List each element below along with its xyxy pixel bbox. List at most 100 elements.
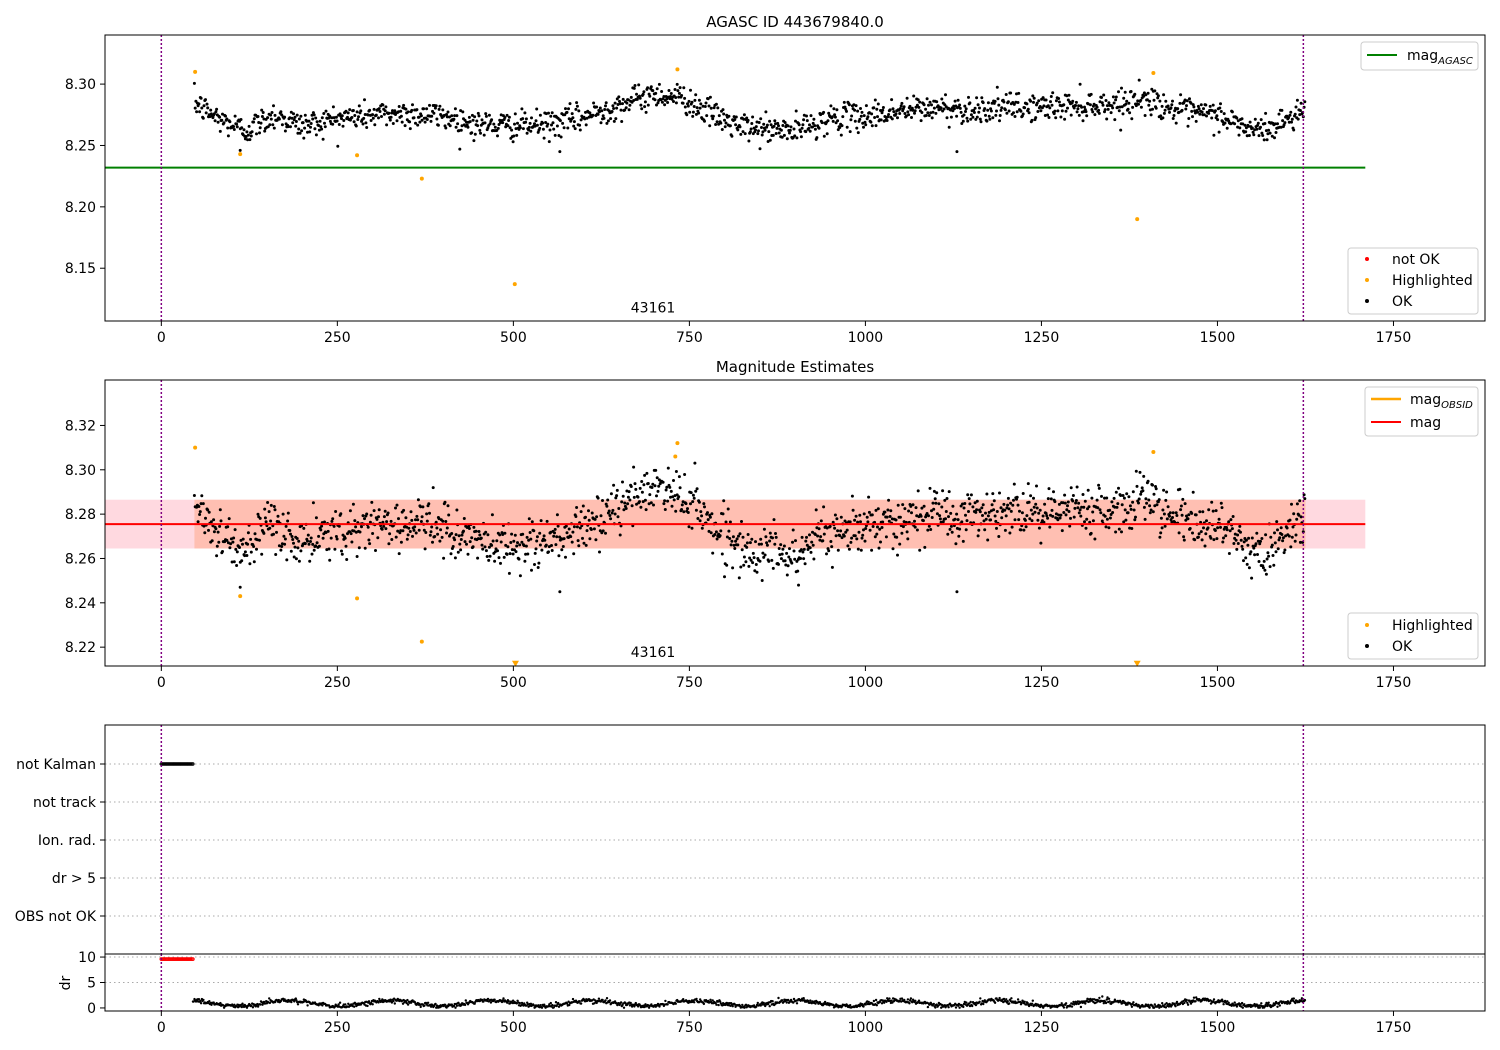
ok-point: [217, 540, 221, 544]
dr-point: [982, 1002, 985, 1006]
ok-point: [1247, 566, 1251, 570]
ok-point: [524, 117, 528, 121]
ok-point: [1204, 532, 1208, 536]
ok-point: [404, 516, 408, 520]
ok-point: [399, 109, 403, 113]
ok-point: [498, 118, 502, 122]
dr-point: [1170, 1004, 1174, 1007]
ok-point: [931, 110, 935, 114]
ok-point: [1166, 104, 1170, 108]
ok-point: [664, 488, 668, 492]
ok-point: [751, 561, 755, 565]
ok-point: [797, 583, 801, 587]
dr-point: [622, 1006, 626, 1009]
ok-point: [966, 493, 970, 497]
dr-point: [714, 1001, 717, 1005]
ok-point: [1114, 98, 1118, 102]
ok-point: [550, 111, 554, 115]
ok-point: [536, 566, 540, 569]
ok-point: [1295, 98, 1299, 102]
ok-point: [836, 548, 840, 552]
ok-point: [856, 547, 860, 551]
ok-point: [711, 117, 715, 121]
ok-point: [755, 570, 759, 574]
ok-point: [953, 517, 957, 521]
ok-point: [579, 510, 583, 514]
ok-point: [199, 502, 203, 506]
axes-frame: [104, 34, 1486, 322]
ok-point: [1048, 525, 1052, 529]
dr-point: [532, 1004, 535, 1007]
ok-point: [809, 114, 813, 118]
ok-point: [1029, 99, 1033, 103]
ok-point: [356, 118, 360, 121]
ok-point: [862, 512, 866, 516]
ok-point: [932, 489, 936, 493]
ok-point: [216, 120, 220, 124]
dr-point: [1101, 995, 1104, 998]
ok-point: [984, 517, 988, 521]
ok-point: [738, 125, 742, 129]
ok-point: [529, 537, 533, 541]
ok-point: [1179, 93, 1183, 97]
ok-point: [588, 111, 592, 115]
dr-point: [624, 1002, 627, 1005]
ok-point: [912, 94, 916, 98]
ok-point: [590, 511, 594, 515]
ok-point: [678, 86, 682, 90]
dr-point: [1303, 998, 1307, 1002]
ok-point: [275, 530, 278, 534]
ok-point: [243, 554, 247, 558]
ok-point: [1117, 90, 1120, 94]
ok-point: [423, 547, 427, 551]
ok-point: [901, 525, 905, 529]
ok-point: [1264, 111, 1268, 115]
ok-point: [467, 527, 471, 530]
ok-point: [943, 498, 947, 502]
ok-point: [252, 545, 256, 548]
ok-point: [738, 532, 742, 536]
ok-point: [320, 116, 324, 120]
ok-point: [822, 110, 826, 114]
ok-point: [980, 506, 984, 510]
ok-point: [308, 130, 312, 134]
ok-point: [891, 107, 895, 111]
ok-point: [218, 129, 222, 133]
ok-point: [637, 83, 641, 87]
ok-point: [507, 115, 511, 119]
ok-point: [1191, 103, 1195, 107]
ok-point: [779, 543, 783, 547]
legend-label: not OK: [1392, 252, 1440, 268]
dr-point: [393, 1002, 396, 1005]
panel-magnitude-estimates: Magnitude Estimates 43161 0 250 500 750 1000…: [65, 358, 1486, 691]
ok-point: [539, 519, 543, 523]
ok-point: [655, 87, 659, 91]
ok-point: [959, 110, 963, 114]
ok-point: [648, 493, 652, 497]
ok-point: [876, 507, 880, 511]
ok-point: [1089, 92, 1093, 96]
ok-point: [1119, 494, 1123, 497]
ok-point: [756, 132, 760, 136]
x-tick-label: 1000: [848, 675, 884, 691]
ok-point: [1054, 116, 1058, 120]
ok-point: [599, 121, 603, 125]
ok-point: [553, 531, 556, 535]
ok-point: [919, 514, 923, 518]
ok-point: [689, 491, 693, 495]
ok-point: [1219, 501, 1223, 505]
ok-point: [1007, 109, 1011, 113]
ok-point: [368, 520, 372, 524]
ok-point: [1169, 106, 1173, 110]
ok-point: [545, 519, 549, 523]
dr-point: [629, 1001, 632, 1005]
ok-point: [1095, 105, 1099, 109]
flag-label: dr > 5: [52, 871, 96, 887]
dr-point: [709, 998, 712, 1001]
ok-point: [338, 112, 342, 116]
ok-point: [694, 112, 698, 116]
ok-point: [698, 106, 702, 110]
ok-point: [608, 514, 612, 517]
dr-point: [908, 1002, 911, 1005]
